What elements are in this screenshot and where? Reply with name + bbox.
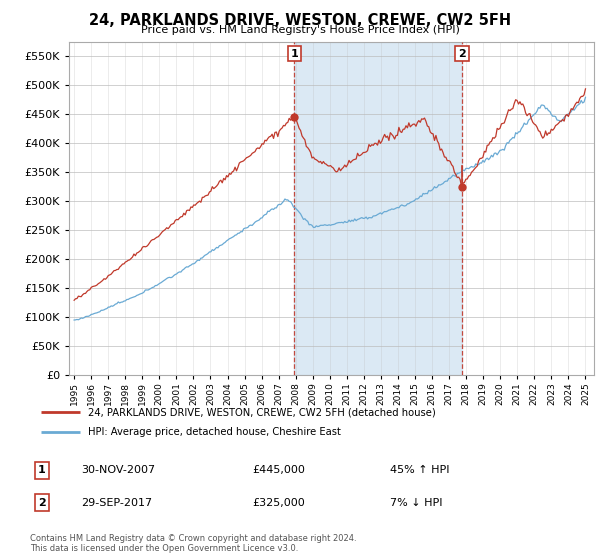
Text: Price paid vs. HM Land Registry's House Price Index (HPI): Price paid vs. HM Land Registry's House … <box>140 25 460 35</box>
Text: 24, PARKLANDS DRIVE, WESTON, CREWE, CW2 5FH (detached house): 24, PARKLANDS DRIVE, WESTON, CREWE, CW2 … <box>88 407 436 417</box>
Text: £445,000: £445,000 <box>252 465 305 475</box>
Text: 45% ↑ HPI: 45% ↑ HPI <box>390 465 449 475</box>
Text: 7% ↓ HPI: 7% ↓ HPI <box>390 498 443 508</box>
Text: 2: 2 <box>38 498 46 508</box>
Text: 30-NOV-2007: 30-NOV-2007 <box>81 465 155 475</box>
Bar <box>294 42 462 375</box>
Text: 2: 2 <box>458 49 466 59</box>
Text: 24, PARKLANDS DRIVE, WESTON, CREWE, CW2 5FH: 24, PARKLANDS DRIVE, WESTON, CREWE, CW2 … <box>89 13 511 29</box>
Text: HPI: Average price, detached house, Cheshire East: HPI: Average price, detached house, Ches… <box>88 427 341 437</box>
Text: Contains HM Land Registry data © Crown copyright and database right 2024.
This d: Contains HM Land Registry data © Crown c… <box>30 534 356 553</box>
Text: 1: 1 <box>290 49 298 59</box>
Text: 1: 1 <box>38 465 46 475</box>
Text: £325,000: £325,000 <box>252 498 305 508</box>
Text: 29-SEP-2017: 29-SEP-2017 <box>81 498 152 508</box>
